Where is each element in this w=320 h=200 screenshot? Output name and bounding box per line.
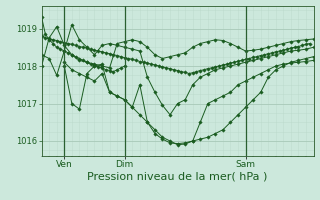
X-axis label: Pression niveau de la mer( hPa ): Pression niveau de la mer( hPa ) xyxy=(87,172,268,182)
